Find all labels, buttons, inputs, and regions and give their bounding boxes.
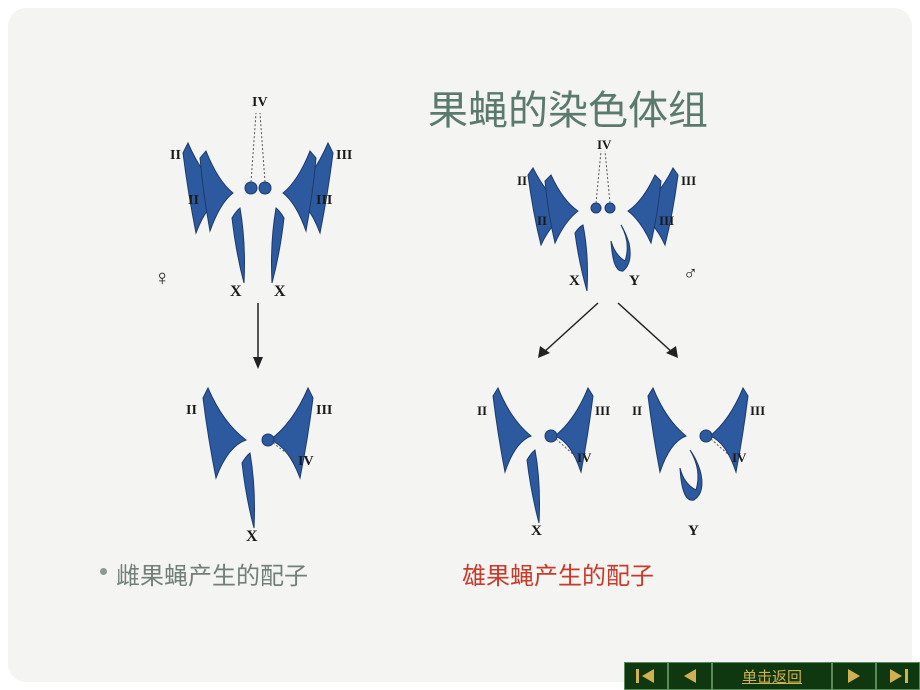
label-iii: III (336, 148, 352, 164)
nav-next-button[interactable] (832, 662, 876, 690)
nav-bar: 单击返回 (624, 662, 920, 690)
m-label-iii2: III (659, 213, 674, 229)
mgx-x: X (531, 523, 542, 540)
male-gamete-y-svg (618, 368, 778, 548)
g-label-iv: IV (298, 454, 314, 470)
arrow-male-right (608, 298, 688, 368)
mgy-iv: IV (732, 450, 746, 466)
m-label-iv: IV (597, 137, 611, 153)
last-icon (888, 669, 908, 683)
female-gamete-diagram: II III IV X (168, 368, 348, 548)
mgy-y: Y (688, 523, 699, 540)
nav-return-link[interactable]: 单击返回 (712, 662, 832, 690)
female-gamete-svg (168, 368, 348, 548)
g-label-iii: III (316, 403, 332, 419)
arrow-male-left (528, 298, 608, 368)
female-parent-diagram: IV II II III III X X ♀ (158, 93, 358, 303)
nav-prev-button[interactable] (668, 662, 712, 690)
mgx-ii: II (477, 403, 487, 419)
label-iii-2: III (316, 193, 332, 209)
mgx-iii: III (595, 403, 610, 419)
nav-first-button[interactable] (624, 662, 668, 690)
male-gamete-caption: 雄果蝇产生的配子 (462, 556, 654, 591)
label-x2: X (274, 283, 286, 301)
female-symbol: ♀ (154, 265, 171, 291)
next-icon (846, 669, 862, 683)
slide-title: 果蝇的染色体组 (428, 78, 708, 136)
mgx-iv: IV (577, 450, 591, 466)
female-gamete-caption: 雌果蝇产生的配子 (116, 556, 308, 591)
label-ii-2: II (188, 193, 199, 209)
label-iv: IV (252, 95, 268, 111)
prev-icon (682, 669, 698, 683)
g-label-ii: II (186, 403, 197, 419)
m-label-ii: II (517, 173, 527, 189)
g-label-x: X (246, 528, 258, 546)
label-ii: II (170, 148, 181, 164)
male-symbol: ♂ (683, 263, 698, 286)
male-gamete-x-diagram: II III IV X (463, 368, 623, 548)
arrow-female (248, 303, 268, 373)
m-label-x: X (569, 273, 580, 290)
nav-return-label: 单击返回 (742, 666, 802, 687)
m-label-iii: III (681, 173, 696, 189)
bullet-icon (100, 568, 107, 575)
male-gamete-y-diagram: II III IV Y (618, 368, 778, 548)
mgy-ii: II (632, 403, 642, 419)
nav-last-button[interactable] (876, 662, 920, 690)
slide-background: 果蝇的染色体组 IV II II III III X X ♀ (8, 8, 912, 682)
m-label-ii2: II (537, 213, 547, 229)
label-x1: X (230, 283, 242, 301)
mgy-iii: III (750, 403, 765, 419)
male-gamete-x-svg (463, 368, 623, 548)
male-parent-diagram: IV II II III III X Y ♂ (503, 143, 703, 313)
m-label-y: Y (629, 273, 640, 290)
first-icon (636, 669, 656, 683)
